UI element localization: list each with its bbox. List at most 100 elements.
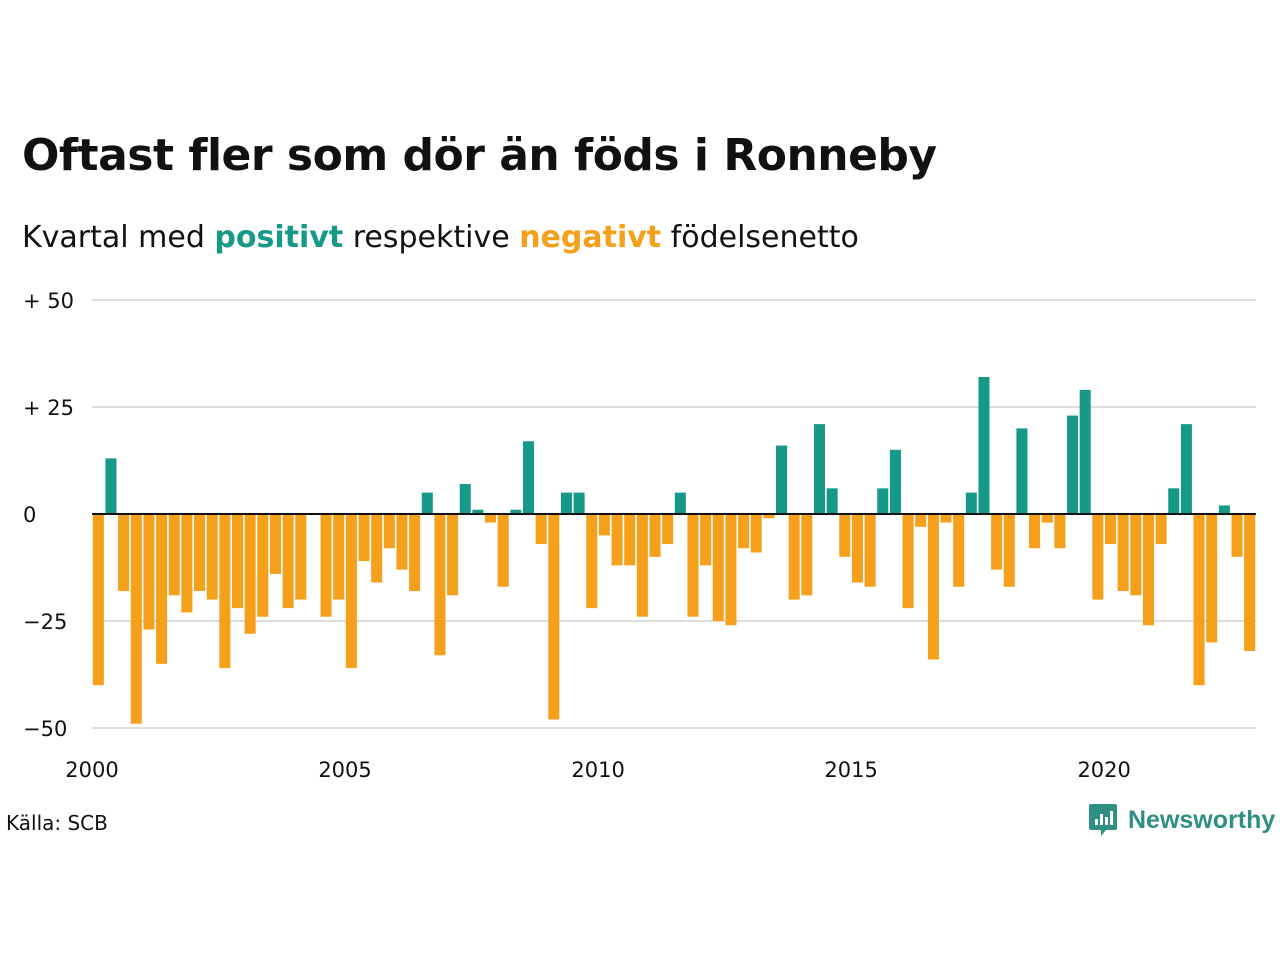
- bar-negative: [915, 514, 927, 527]
- bar-negative: [434, 514, 446, 656]
- bar-positive: [105, 458, 117, 514]
- bar-positive: [826, 488, 838, 514]
- bar-positive: [1079, 389, 1091, 514]
- bar-negative: [219, 514, 231, 669]
- x-axis-labels: 2000 2005 2010 2015 2020: [65, 758, 1131, 782]
- bar-negative: [1206, 514, 1218, 643]
- bar-negative: [1130, 514, 1142, 596]
- bar-negative: [953, 514, 965, 587]
- bar-negative: [485, 514, 497, 523]
- newsworthy-logo[interactable]: Newsworthy: [1088, 802, 1275, 838]
- bar-negative: [725, 514, 737, 626]
- bar-positive: [1218, 505, 1230, 514]
- subtitle-text-end: födelsenetto: [661, 220, 859, 255]
- bar-negative: [1244, 514, 1256, 651]
- bar-negative: [1117, 514, 1129, 592]
- bar-negative: [269, 514, 281, 574]
- bar-negative: [143, 514, 155, 630]
- bar-negative: [586, 514, 598, 609]
- bar-positive: [877, 488, 889, 514]
- bar-negative: [206, 514, 218, 600]
- bar-negative: [396, 514, 408, 570]
- bar-positive: [421, 492, 433, 514]
- y-tick-label: −50: [23, 717, 67, 741]
- bar-negative: [750, 514, 762, 553]
- x-tick-label: 2010: [571, 758, 624, 782]
- bar-positive: [813, 424, 826, 514]
- x-tick-label: 2005: [318, 758, 371, 782]
- bar-negative: [244, 514, 256, 634]
- bar-negative: [92, 514, 104, 686]
- bar-negative: [927, 514, 939, 660]
- bar-negative: [333, 514, 345, 600]
- bar-negative: [156, 514, 168, 664]
- bar-negative: [1104, 514, 1117, 544]
- bar-negative: [1142, 514, 1154, 626]
- bar-negative: [712, 514, 724, 621]
- bar-negative: [1092, 514, 1104, 600]
- bar-positive: [573, 492, 585, 514]
- y-tick-label: + 25: [23, 396, 74, 420]
- bar-negative: [168, 514, 180, 596]
- gridlines: [92, 299, 1256, 729]
- bar-negative: [535, 514, 547, 544]
- x-tick-label: 2020: [1077, 758, 1130, 782]
- bar-positive: [459, 484, 471, 514]
- bar-positive: [776, 445, 788, 514]
- bar-negative: [1029, 514, 1041, 549]
- bar-negative: [598, 514, 610, 536]
- bar-negative: [763, 514, 775, 519]
- bar-negative: [700, 514, 712, 566]
- bar-negative: [497, 514, 509, 587]
- bar-negative: [383, 514, 395, 549]
- y-tick-label: −25: [23, 610, 67, 634]
- y-tick-label: 0: [23, 503, 36, 527]
- chart-subtitle: Kvartal med positivt respektive negativt…: [22, 220, 859, 255]
- bar-negative: [611, 514, 623, 566]
- bar-positive: [1016, 428, 1028, 514]
- bar-negative: [851, 514, 863, 583]
- bar-positive: [889, 449, 901, 514]
- bar-negative: [231, 514, 244, 609]
- bar-negative: [991, 514, 1003, 570]
- bar-negative: [687, 514, 699, 617]
- bar-negative: [788, 514, 800, 600]
- bar-negative: [371, 514, 383, 583]
- bar-negative: [902, 514, 914, 609]
- subtitle-text-middle: respektive: [343, 220, 520, 255]
- y-axis-labels: + 50 + 25 0 −25 −50: [23, 289, 74, 741]
- bar-negative: [282, 514, 294, 609]
- bar-positive: [472, 509, 484, 514]
- bar-negative: [636, 514, 648, 617]
- bar-negative: [662, 514, 674, 544]
- bar-negative: [1231, 514, 1243, 557]
- y-tick-label: + 50: [23, 289, 74, 313]
- bar-negative: [358, 514, 370, 562]
- bar-negative: [1193, 514, 1205, 686]
- bar-negative: [940, 514, 952, 523]
- bar-negative: [181, 514, 193, 613]
- bar-negative: [130, 514, 142, 724]
- bar-negative: [118, 514, 130, 592]
- subtitle-text-start: Kvartal med: [22, 220, 215, 255]
- bar-positive: [978, 377, 990, 514]
- bar-negative: [649, 514, 661, 557]
- bar-chart: + 50 + 25 0 −25 −50 2000 2005 2010 2015 2020: [23, 289, 1256, 782]
- subtitle-negative-label: negativt: [519, 220, 662, 255]
- bar-negative: [738, 514, 750, 549]
- bar-negative: [409, 514, 421, 592]
- bar-positive: [965, 492, 977, 514]
- brand-name: Newsworthy: [1128, 805, 1276, 834]
- bar-positive: [522, 441, 535, 514]
- bar-negative: [194, 514, 206, 592]
- source-note: Källa: SCB: [6, 811, 108, 835]
- bars: [92, 377, 1256, 724]
- newsworthy-icon: [1089, 804, 1117, 836]
- x-tick-label: 2000: [65, 758, 118, 782]
- bar-negative: [1003, 514, 1015, 587]
- bar-positive: [1168, 488, 1180, 514]
- bar-negative: [548, 514, 560, 720]
- bar-negative: [257, 514, 269, 617]
- bar-positive: [510, 509, 522, 514]
- subtitle-positive-label: positivt: [214, 220, 344, 255]
